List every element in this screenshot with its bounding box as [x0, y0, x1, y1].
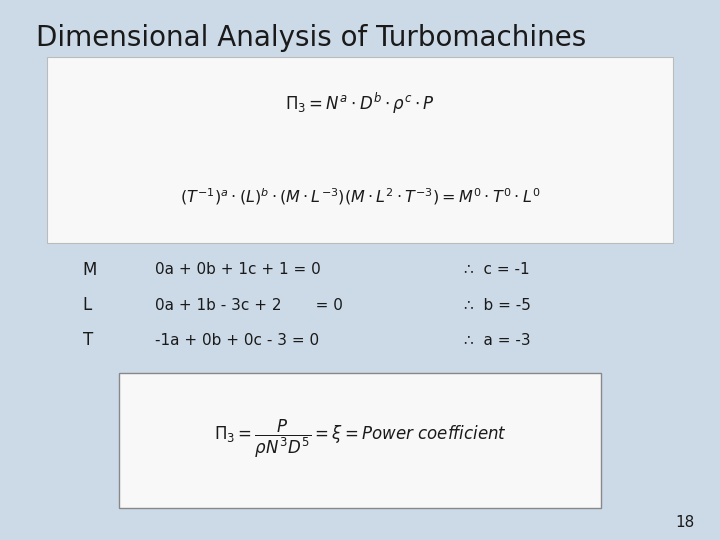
- Text: ∴  a = -3: ∴ a = -3: [464, 333, 531, 348]
- Text: ∴  c = -1: ∴ c = -1: [464, 262, 530, 278]
- Text: L: L: [83, 296, 92, 314]
- Text: Dimensional Analysis of Turbomachines: Dimensional Analysis of Turbomachines: [36, 24, 586, 52]
- Text: $\Pi_3 = \dfrac{P}{\rho N^3 D^5} = \xi = Power\ coefficient$: $\Pi_3 = \dfrac{P}{\rho N^3 D^5} = \xi =…: [214, 418, 506, 460]
- Text: 0a + 1b - 3c + 2       = 0: 0a + 1b - 3c + 2 = 0: [155, 298, 343, 313]
- Text: 0a + 0b + 1c + 1 = 0: 0a + 0b + 1c + 1 = 0: [155, 262, 320, 278]
- Text: T: T: [83, 331, 93, 349]
- Text: $\left(T^{-1}\right)^a \cdot \left(L\right)^b \cdot \left(M \cdot L^{-3}\right)\: $\left(T^{-1}\right)^a \cdot \left(L\rig…: [180, 187, 540, 207]
- FancyBboxPatch shape: [119, 373, 601, 508]
- Text: M: M: [83, 261, 97, 279]
- Text: ∴  b = -5: ∴ b = -5: [464, 298, 531, 313]
- Text: 18: 18: [675, 515, 695, 530]
- Text: -1a + 0b + 0c - 3 = 0: -1a + 0b + 0c - 3 = 0: [155, 333, 319, 348]
- Text: $\Pi_3 = N^a \cdot D^b \cdot \rho^c \cdot P$: $\Pi_3 = N^a \cdot D^b \cdot \rho^c \cdo…: [285, 91, 435, 116]
- FancyBboxPatch shape: [47, 57, 673, 243]
